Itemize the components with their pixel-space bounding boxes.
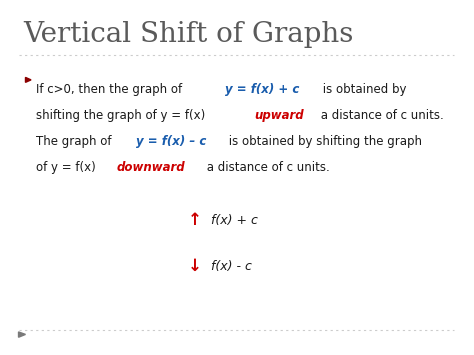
Text: ↓: ↓ bbox=[188, 257, 201, 275]
Text: y = f(x) + c: y = f(x) + c bbox=[225, 83, 300, 97]
Text: downward: downward bbox=[116, 161, 185, 174]
Text: of y = f(x): of y = f(x) bbox=[36, 161, 100, 174]
Text: y = f(x) – c: y = f(x) – c bbox=[136, 135, 207, 148]
Text: upward: upward bbox=[255, 109, 304, 122]
Text: a distance of c units.: a distance of c units. bbox=[203, 161, 329, 174]
Text: Vertical Shift of Graphs: Vertical Shift of Graphs bbox=[23, 21, 354, 48]
Text: is obtained by shifting the graph: is obtained by shifting the graph bbox=[225, 135, 422, 148]
Text: ↑: ↑ bbox=[188, 211, 201, 229]
Text: f(x) - c: f(x) - c bbox=[211, 260, 252, 273]
Text: The graph of: The graph of bbox=[36, 135, 115, 148]
Text: shifting the graph of y = f(x): shifting the graph of y = f(x) bbox=[36, 109, 209, 122]
Text: a distance of c units.: a distance of c units. bbox=[317, 109, 444, 122]
Text: is obtained by: is obtained by bbox=[319, 83, 407, 97]
Polygon shape bbox=[18, 332, 26, 337]
Text: If c>0, then the graph of: If c>0, then the graph of bbox=[36, 83, 186, 97]
Polygon shape bbox=[26, 77, 31, 82]
Text: f(x) + c: f(x) + c bbox=[211, 214, 258, 226]
